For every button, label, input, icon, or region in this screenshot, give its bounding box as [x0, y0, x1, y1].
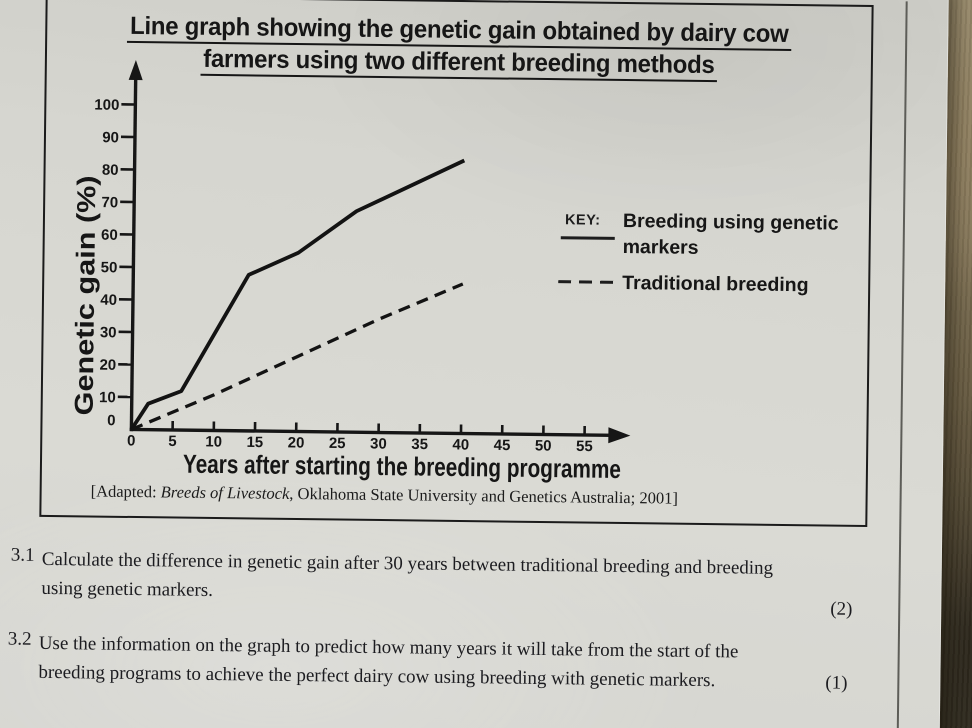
- y-tick-label: 50: [101, 259, 118, 276]
- x-axis-line: [129, 427, 613, 438]
- y-tick-label: 100: [94, 97, 119, 114]
- y-tick-label: 80: [102, 162, 119, 179]
- question-3-1-line2: using genetic markers.: [41, 577, 214, 601]
- y-tick-label: 70: [101, 194, 118, 211]
- genetic-gain-chart: 0 10 20 30 40 50 60 70 80 90 100 0 5 10 15 20 25 30 35 40 45…: [69, 60, 631, 484]
- solid-line-sample: [560, 236, 615, 240]
- question-3-2-marks: (1): [825, 672, 848, 694]
- citation-suffix: , Oklahoma State University and Genetics…: [289, 483, 679, 508]
- question-3-1-line1: Calculate the difference in genetic gain…: [41, 548, 774, 579]
- question-3-1-text: Calculate the difference in genetic gain…: [41, 545, 861, 613]
- x-tick-label: 25: [329, 435, 346, 452]
- question-3-1-number: 3.1: [10, 544, 35, 566]
- y-tick-label: 30: [100, 324, 117, 341]
- exam-paper: Line graph showing the genetic gain obta…: [0, 0, 949, 728]
- page-margin-line: [896, 1, 908, 728]
- x-tick-label: 0: [127, 432, 136, 449]
- x-tick-label: 35: [411, 436, 428, 453]
- citation-prefix: [Adapted:: [90, 481, 161, 502]
- question-3-2-line2: breeding programs to achieve the perfect…: [38, 661, 716, 692]
- question-3-2-number: 3.2: [7, 628, 32, 650]
- citation-source: Breeds of Livestock: [160, 482, 290, 503]
- series-traditional-breeding: [130, 282, 464, 432]
- question-3-2-text: Use the information on the graph to pred…: [38, 629, 858, 697]
- dashed-line-sample: [558, 280, 617, 285]
- y-tick-label: 10: [99, 389, 116, 406]
- x-tick-label: 30: [370, 435, 387, 452]
- x-tick-label: 55: [576, 438, 593, 455]
- y-tick-label: 90: [102, 129, 119, 146]
- x-tick-label: 20: [288, 434, 305, 451]
- y-tick-label: 60: [101, 227, 118, 244]
- figure-frame: Line graph showing the genetic gain obta…: [39, 0, 874, 527]
- x-tick-label: 45: [494, 437, 511, 454]
- y-tick-label: 40: [100, 292, 117, 309]
- key-label-genetic-markers: Breeding using genetic markers: [622, 209, 839, 259]
- x-axis-arrow: [608, 427, 631, 444]
- question-3-2: 3.2 Use the information on the graph to …: [7, 628, 858, 696]
- y-axis-arrow: [128, 60, 143, 81]
- key-label-traditional-breeding: Traditional breeding: [622, 271, 809, 297]
- x-tick-label: 10: [205, 433, 222, 450]
- x-tick-label: 15: [246, 434, 263, 451]
- x-axis-label: Years after starting the breeding progra…: [183, 449, 621, 484]
- y-axis-line: [129, 76, 138, 432]
- series-genetic-markers: [129, 158, 466, 431]
- y-axis-label: Genetic gain (%): [69, 175, 102, 415]
- y-tick-label: 20: [99, 357, 116, 374]
- x-tick-label: 50: [535, 437, 552, 454]
- x-tick-label: 5: [168, 433, 177, 450]
- key-heading: KEY:: [564, 212, 601, 229]
- y-tick-label: 0: [107, 412, 116, 429]
- x-tick-label: 40: [452, 436, 469, 453]
- question-3-2-line1: Use the information on the graph to pred…: [38, 632, 739, 663]
- question-3-1: 3.1 Calculate the difference in genetic …: [10, 544, 861, 620]
- question-3-1-marks: (2): [830, 598, 853, 620]
